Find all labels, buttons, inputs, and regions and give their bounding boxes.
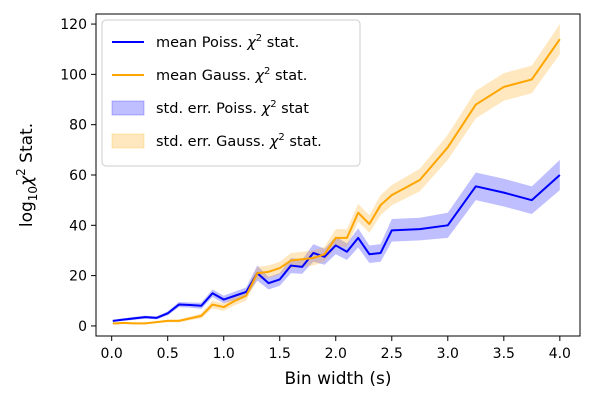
y-tick-label: 120 xyxy=(60,17,87,33)
y-tick-label: 80 xyxy=(69,118,87,134)
x-tick-label: 0.0 xyxy=(101,346,123,362)
x-tick-label: 2.5 xyxy=(381,346,403,362)
x-axis-title: Bin width (s) xyxy=(285,369,392,389)
y-axis-title-superscript: 2 xyxy=(14,168,28,176)
y-tick-label: 20 xyxy=(69,269,87,285)
x-tick-label: 3.0 xyxy=(437,346,459,362)
y-axis-title-subscript: 10 xyxy=(26,186,40,201)
legend-label: std. err. Gauss. χ2 stat. xyxy=(156,132,322,150)
x-axis-ticks: 0.0 0.5 1.0 1.5 2.0 2.5 3.0 3.5 4.0 xyxy=(101,336,571,362)
x-tick-label: 1.5 xyxy=(269,346,291,362)
y-axis-title-chi: χ xyxy=(17,175,37,187)
x-tick-label: 2.0 xyxy=(325,346,347,362)
legend-band-swatch xyxy=(111,133,145,149)
y-tick-label: 60 xyxy=(69,168,87,184)
series-line-gauss xyxy=(112,38,561,325)
y-axis-title: log10χ2 Stat. xyxy=(14,123,40,227)
y-axis-title-rest: Stat. xyxy=(17,123,37,168)
y-axis-title-base: log xyxy=(17,201,37,227)
legend-band-swatch xyxy=(111,100,145,116)
x-tick-label: 0.5 xyxy=(157,346,179,362)
y-tick-label: 40 xyxy=(69,218,87,234)
error-bands xyxy=(112,24,560,325)
y-tick-label: 0 xyxy=(78,319,87,335)
legend-label: std. err. Poiss. χ2 stat xyxy=(156,99,309,117)
series-lines xyxy=(112,38,561,325)
legend-label: mean Gauss. χ2 stat. xyxy=(156,66,307,84)
legend-label: mean Poiss. χ2 stat. xyxy=(156,33,299,51)
x-tick-label: 1.0 xyxy=(213,346,235,362)
error-band-poisson xyxy=(112,159,560,322)
x-tick-label: 4.0 xyxy=(549,346,571,362)
x-tick-label: 3.5 xyxy=(493,346,515,362)
series-line-poisson xyxy=(112,174,561,322)
legend-box xyxy=(101,19,361,167)
y-tick-label: 100 xyxy=(60,67,87,83)
y-axis-ticks: 0 20 40 60 80 100 120 xyxy=(60,17,96,335)
legend: mean Poiss. χ2 stat. mean Gauss. χ2 stat.… xyxy=(101,19,361,167)
